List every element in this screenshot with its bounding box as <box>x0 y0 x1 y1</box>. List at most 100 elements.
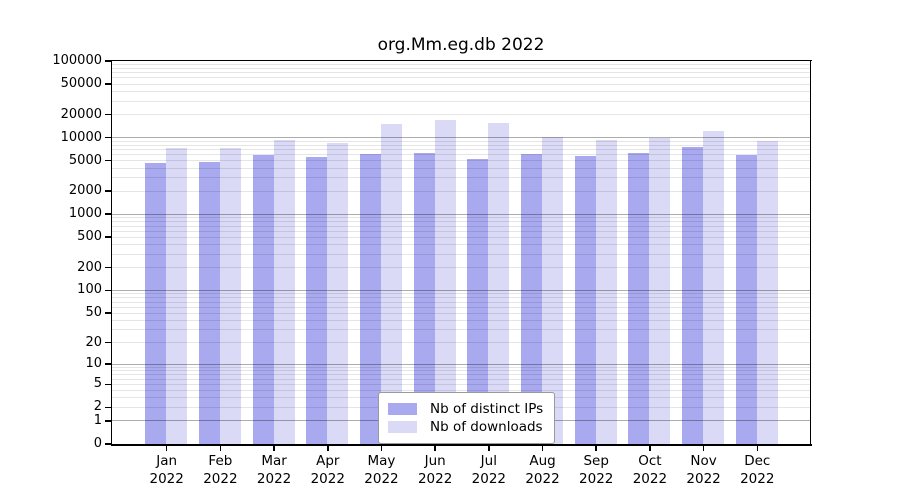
y-tick-label: 100 <box>77 282 102 298</box>
bar-distinct-ips-aug <box>521 154 543 444</box>
x-tick-label-sep: Sep 2022 <box>564 452 628 488</box>
legend-label-distinct_ips: Nb of distinct IPs <box>430 401 544 417</box>
y-tick-mark <box>105 312 111 314</box>
x-tick-year: 2022 <box>740 471 775 487</box>
bar-downloads-may <box>380 123 402 444</box>
x-tick-mark <box>702 445 705 451</box>
x-tick-month: Jan <box>156 453 178 469</box>
y-tick-mark <box>105 363 111 365</box>
x-tick-label-jul: Jul 2022 <box>457 452 521 488</box>
bar-downloads-sep <box>595 139 617 444</box>
x-tick-month: Oct <box>638 453 662 469</box>
y-tick-mark <box>105 266 111 269</box>
legend: Nb of distinct IPs Nb of downloads <box>378 392 556 444</box>
bar-distinct-ips-dec <box>735 155 757 444</box>
y-tick-label: 20000 <box>60 106 102 122</box>
y-tick-mark <box>105 420 111 422</box>
x-tick-mark <box>219 445 222 451</box>
x-tick-mark <box>434 445 436 451</box>
x-tick-month: Jul <box>480 453 497 469</box>
x-tick-label-nov: Nov 2022 <box>672 452 736 488</box>
x-tick-year: 2022 <box>417 471 453 487</box>
y-tick-label: 200 <box>77 259 102 275</box>
x-tick-month: Dec <box>744 453 771 469</box>
y-tick-label: 5000 <box>68 152 102 168</box>
x-tick-mark <box>595 445 597 451</box>
bar-downloads-aug <box>542 136 564 444</box>
y-tick-mark <box>105 83 111 85</box>
y-tick-label: 10 <box>85 356 102 372</box>
bar-downloads-mar <box>273 140 295 444</box>
y-tick-mark <box>105 60 111 62</box>
plot-border-top <box>110 59 812 61</box>
x-tick-year: 2022 <box>471 471 506 487</box>
y-tick-label: 5 <box>93 376 102 392</box>
bar-downloads-jun <box>434 119 456 444</box>
y-tick-mark <box>105 236 111 238</box>
x-tick-year: 2022 <box>256 471 292 487</box>
bar-distinct-ips-jul <box>467 158 489 444</box>
bar-distinct-ips-apr <box>306 156 328 444</box>
x-tick-mark <box>380 445 383 451</box>
bar-distinct-ips-may <box>359 154 381 444</box>
y-tick-label: 100000 <box>52 53 102 68</box>
x-tick-year: 2022 <box>686 471 721 487</box>
x-tick-mark <box>488 445 490 451</box>
x-tick-label-aug: Aug 2022 <box>511 452 575 488</box>
x-tick-mark <box>649 445 651 451</box>
x-tick-month: Sep <box>583 453 609 469</box>
y-axis-line <box>110 59 112 446</box>
x-tick-mark <box>327 445 329 451</box>
x-tick-label-mar: Mar 2022 <box>242 452 306 488</box>
bar-distinct-ips-feb <box>198 161 220 444</box>
bar-distinct-ips-nov <box>682 147 704 444</box>
x-tick-month: Feb <box>208 453 233 469</box>
x-tick-month: May <box>367 453 396 469</box>
bar-distinct-ips-mar <box>252 154 274 444</box>
x-tick-label-feb: Feb 2022 <box>188 452 252 488</box>
y-tick-mark <box>105 443 111 445</box>
bar-downloads-jul <box>488 123 510 444</box>
bar-distinct-ips-oct <box>628 152 650 444</box>
y-tick-mark <box>105 136 111 139</box>
x-tick-year: 2022 <box>310 471 345 487</box>
y-tick-mark <box>105 341 111 344</box>
y-tick-label: 0 <box>93 436 102 451</box>
x-tick-year: 2022 <box>632 471 668 487</box>
x-tick-label-oct: Oct 2022 <box>618 452 682 488</box>
chart-title: org.Mm.eg.db 2022 <box>377 35 545 55</box>
x-tick-label-apr: Apr 2022 <box>296 452 360 488</box>
bar-downloads-dec <box>756 140 778 444</box>
x-tick-month: Mar <box>261 453 287 469</box>
plot-border-right <box>809 59 811 446</box>
x-tick-year: 2022 <box>364 471 399 487</box>
plot-area <box>112 61 810 444</box>
x-tick-month: Nov <box>690 453 717 469</box>
y-tick-mark <box>105 383 111 386</box>
y-tick-mark <box>105 113 111 116</box>
x-tick-label-jun: Jun 2022 <box>403 452 467 488</box>
x-tick-month: Apr <box>316 453 340 469</box>
bar-downloads-oct <box>649 137 671 444</box>
x-tick-month: Aug <box>529 453 556 469</box>
y-tick-mark <box>105 406 111 409</box>
legend-label-downloads: Nb of downloads <box>430 419 543 435</box>
x-tick-year: 2022 <box>579 471 614 487</box>
y-tick-label: 2 <box>93 399 102 415</box>
y-tick-label: 10000 <box>60 129 102 145</box>
legend-row-downloads: Nb of downloads <box>388 419 543 435</box>
x-tick-year: 2022 <box>203 471 238 487</box>
bar-downloads-apr <box>327 143 349 444</box>
x-tick-month: Jun <box>424 453 446 469</box>
y-tick-mark <box>105 213 111 215</box>
y-tick-label: 50 <box>85 305 102 321</box>
y-tick-mark <box>105 289 111 292</box>
x-tick-mark <box>165 445 168 451</box>
y-tick-label: 2000 <box>68 183 102 199</box>
x-axis-line <box>110 444 812 446</box>
y-tick-label: 20 <box>85 334 102 350</box>
y-tick-label: 1000 <box>68 206 102 222</box>
x-tick-year: 2022 <box>149 471 184 487</box>
bar-downloads-jan <box>166 147 188 444</box>
